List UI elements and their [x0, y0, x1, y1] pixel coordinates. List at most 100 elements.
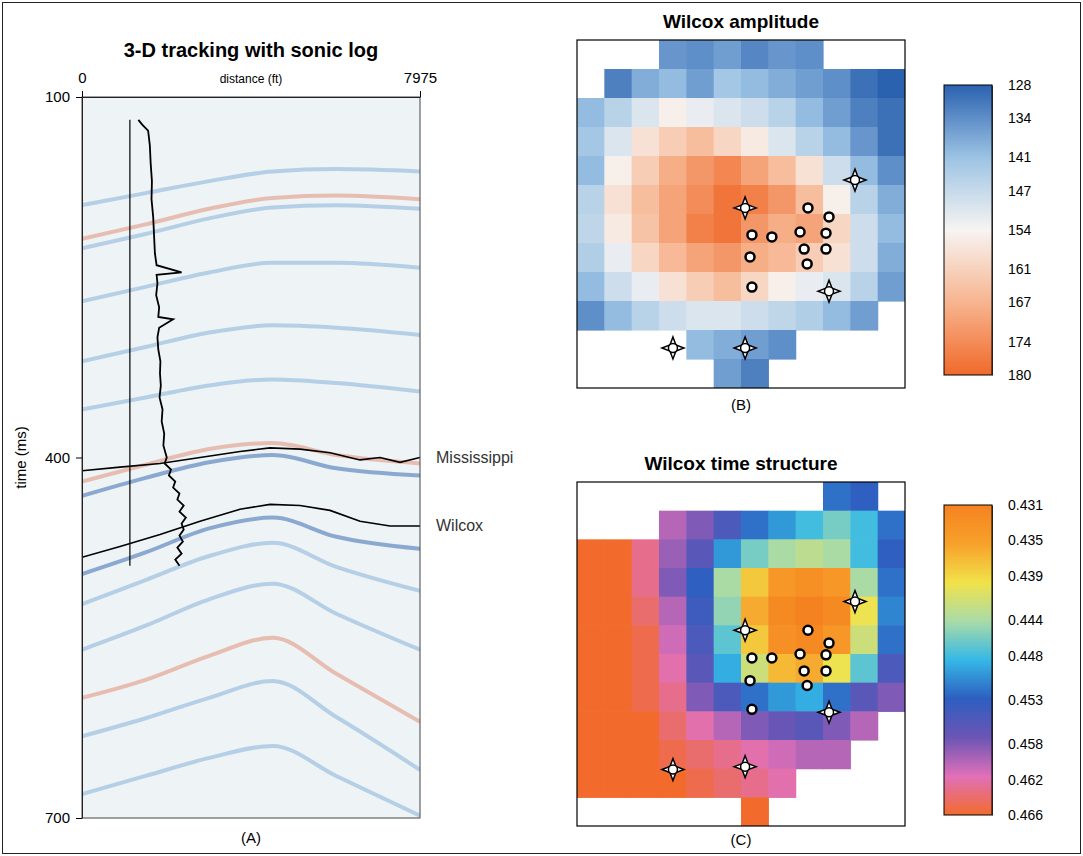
cell [768, 597, 796, 626]
tick: 0.439 [992, 568, 1043, 584]
cell [686, 683, 714, 712]
cell [577, 769, 605, 798]
cell [632, 769, 660, 798]
tick-label: 0.448 [1008, 648, 1043, 664]
cell [714, 654, 742, 683]
well [734, 756, 756, 778]
cell [823, 185, 851, 215]
well-circle [800, 666, 809, 675]
cell [850, 301, 878, 331]
cell [604, 127, 632, 157]
well-star-center [668, 765, 677, 774]
well-circle [747, 705, 756, 714]
panel-label: (C) [731, 831, 752, 848]
reflector [82, 638, 420, 722]
cell [632, 69, 660, 99]
cell [577, 127, 605, 157]
reflector [82, 205, 420, 248]
cell [714, 127, 742, 157]
cell [850, 654, 878, 683]
cell [604, 214, 632, 244]
plot-area [577, 40, 905, 388]
cell [768, 654, 796, 683]
reflector [82, 443, 420, 481]
panel-label: (B) [731, 396, 751, 413]
well-circle [747, 654, 756, 663]
well [822, 245, 831, 254]
tick: 154 [992, 222, 1032, 238]
cell [768, 156, 796, 186]
reflector [82, 325, 420, 361]
tick: 167 [992, 294, 1032, 310]
well [800, 666, 809, 675]
cell [796, 156, 824, 186]
cell [741, 98, 769, 128]
cell [741, 568, 769, 597]
well [822, 229, 831, 238]
cell [577, 214, 605, 244]
cell [686, 568, 714, 597]
cell [632, 156, 660, 186]
well-star [844, 169, 866, 191]
well [822, 666, 831, 675]
tick: 100 [45, 88, 82, 105]
cell [714, 185, 742, 215]
reflector [82, 455, 420, 496]
well [746, 676, 755, 685]
tick: 7975 [404, 69, 437, 97]
well [800, 245, 809, 254]
well-circle [825, 212, 834, 221]
cell [878, 98, 905, 128]
cell [604, 272, 632, 302]
cell [796, 243, 824, 273]
tick: 128 [992, 77, 1032, 93]
cell [741, 156, 769, 186]
cell [686, 185, 714, 215]
well-circle [822, 650, 831, 659]
well-star-center [741, 626, 750, 635]
cell [768, 330, 796, 360]
tick-label: 700 [45, 809, 70, 826]
cell [577, 597, 605, 626]
cell [632, 127, 660, 157]
cell [686, 330, 714, 360]
reflector [82, 379, 420, 409]
cell [604, 156, 632, 186]
cell [604, 711, 632, 740]
colorbar [944, 505, 992, 815]
axis-line [992, 506, 993, 816]
well-circle [822, 666, 831, 675]
cell [768, 740, 796, 769]
axis: 128134141147154161167174180 [992, 77, 1032, 383]
cell [878, 683, 905, 712]
well [803, 626, 812, 635]
tick-label: 7975 [404, 69, 437, 86]
cell [659, 40, 687, 70]
tick-label: 0.444 [1008, 612, 1043, 628]
cell [850, 98, 878, 128]
cell [632, 272, 660, 302]
well-star [818, 701, 840, 723]
cell [659, 272, 687, 302]
tick-label: 0.462 [1008, 772, 1043, 788]
cell [878, 243, 905, 273]
cell [796, 69, 824, 99]
tick: 134 [992, 110, 1032, 126]
cell [768, 568, 796, 597]
cell [796, 272, 824, 302]
cell [768, 243, 796, 273]
cell [823, 740, 851, 769]
tick-label: 0 [78, 69, 86, 86]
cell [796, 539, 824, 568]
horizon-line [82, 448, 420, 471]
axis-line [82, 98, 83, 819]
cell [878, 69, 905, 99]
tick-mark [76, 458, 82, 459]
tick-label: 400 [45, 449, 70, 466]
horizon-label: Mississippi [436, 449, 513, 466]
well-star [818, 280, 840, 302]
well [747, 283, 756, 292]
reflector [82, 196, 420, 239]
well [825, 639, 834, 648]
plot-frame [82, 97, 420, 818]
